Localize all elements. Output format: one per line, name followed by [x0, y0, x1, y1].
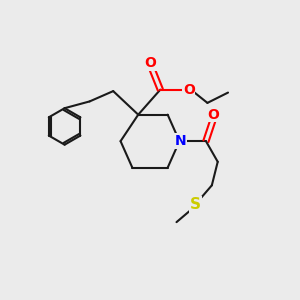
Text: O: O [183, 82, 195, 97]
Text: S: S [190, 197, 201, 212]
Text: N: N [175, 134, 187, 148]
Text: O: O [207, 108, 219, 122]
Text: O: O [144, 56, 156, 70]
